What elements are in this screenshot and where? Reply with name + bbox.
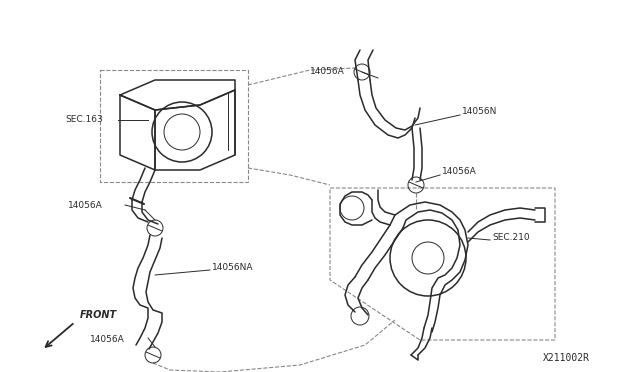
Text: SEC.210: SEC.210: [492, 234, 530, 243]
Text: X211002R: X211002R: [543, 353, 590, 363]
Text: 14056A: 14056A: [68, 201, 103, 209]
Text: 14056A: 14056A: [442, 167, 477, 176]
Text: 14056A: 14056A: [310, 67, 345, 77]
Text: 14056A: 14056A: [90, 336, 125, 344]
Text: SEC.163: SEC.163: [65, 115, 103, 125]
Text: FRONT: FRONT: [80, 310, 117, 320]
Text: 14056NA: 14056NA: [212, 263, 253, 273]
Text: 14056N: 14056N: [462, 108, 497, 116]
